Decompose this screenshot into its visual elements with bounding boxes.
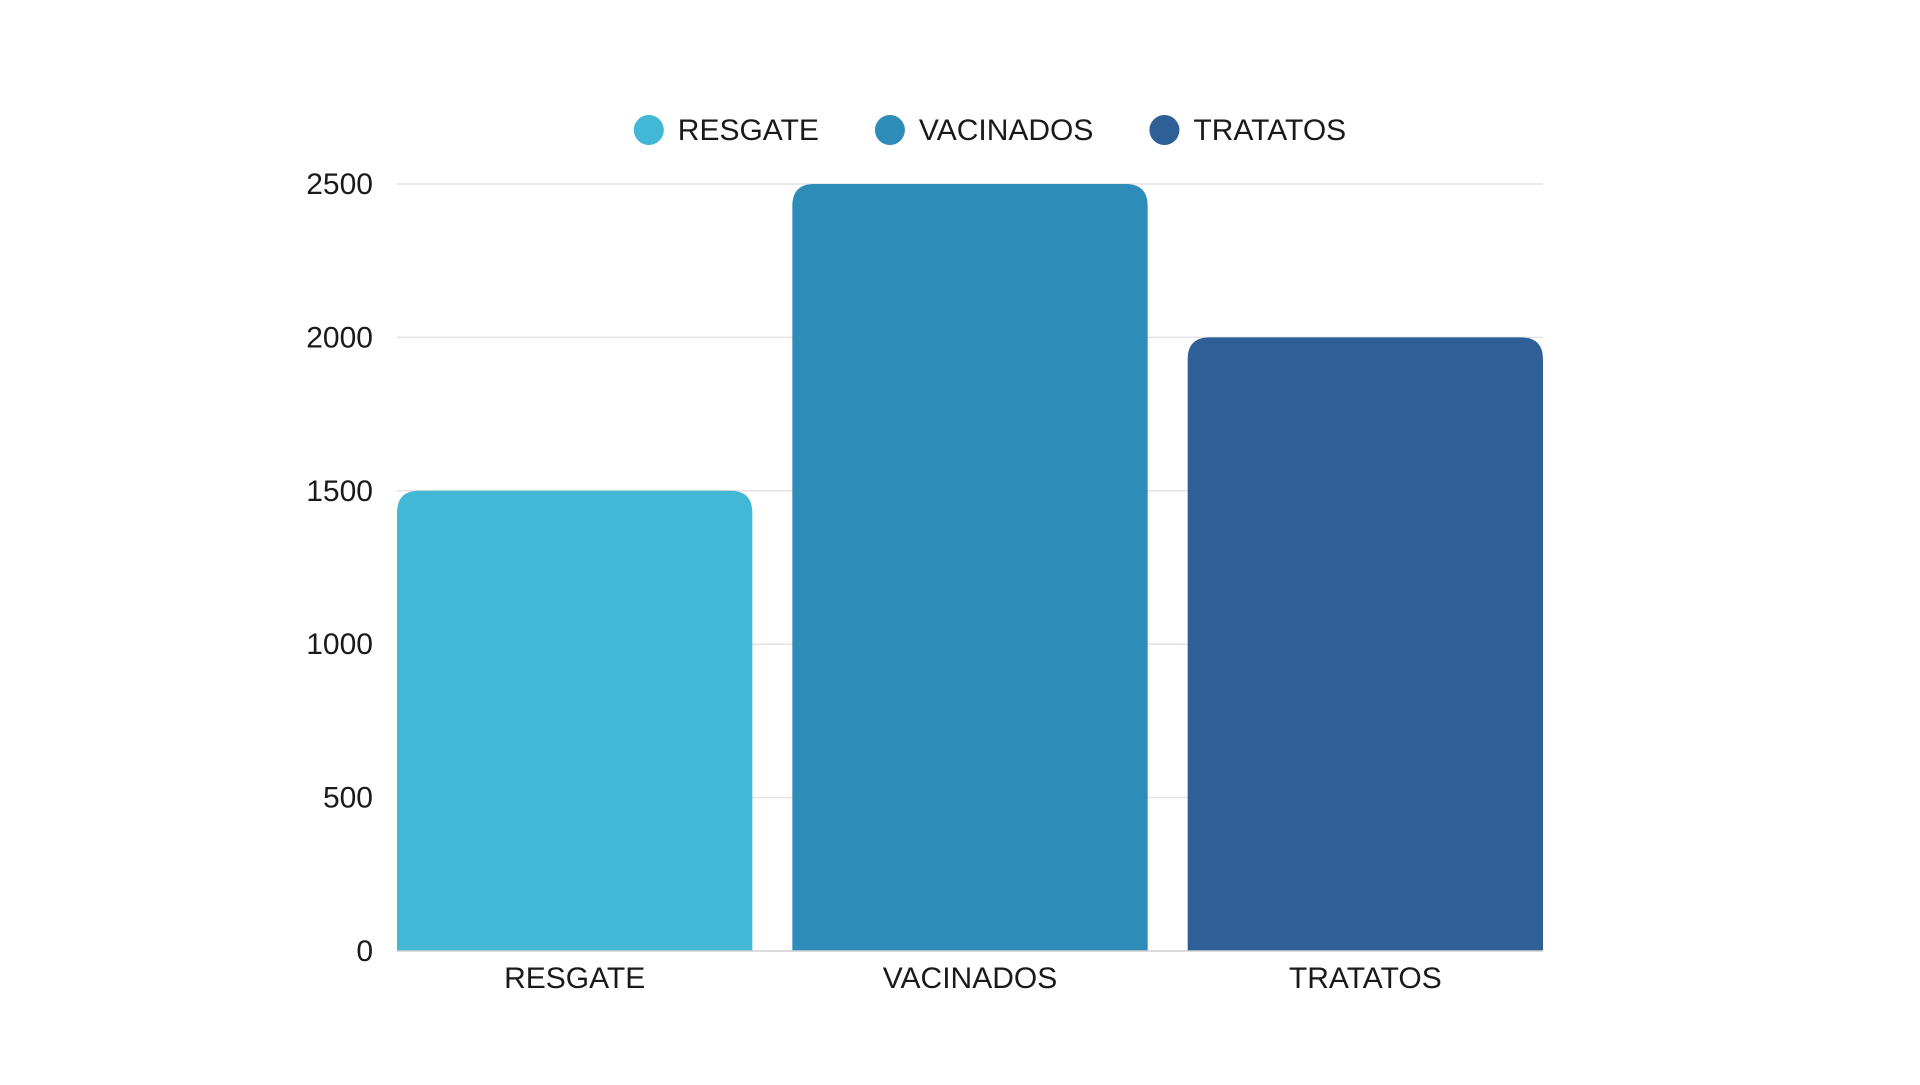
y-tick-label: 2000 bbox=[306, 321, 373, 354]
y-tick-label: 1500 bbox=[306, 475, 373, 508]
legend-marker bbox=[633, 115, 664, 145]
bar-vacinados bbox=[792, 184, 1148, 951]
y-tick-label: 0 bbox=[356, 935, 373, 968]
legend: RESGATE VACINADOS TRATATOS bbox=[633, 114, 1346, 147]
bars bbox=[397, 184, 1543, 951]
axes: 0 500 1000 1500 2000 2500 RESGATE VACINADOS TRAT… bbox=[306, 168, 1543, 995]
y-tick-label: 500 bbox=[323, 782, 373, 815]
x-tick-label: TRATATOS bbox=[1289, 962, 1442, 995]
y-tick-label: 1000 bbox=[306, 628, 373, 661]
legend-item: TRATATOS bbox=[1149, 114, 1346, 147]
x-tick-label: RESGATE bbox=[504, 962, 645, 995]
legend-marker bbox=[874, 115, 905, 145]
legend-label: TRATATOS bbox=[1193, 114, 1346, 147]
legend-marker bbox=[1149, 115, 1180, 145]
legend-item: RESGATE bbox=[633, 114, 819, 147]
bar-tratatos bbox=[1187, 337, 1543, 951]
legend-item: VACINADOS bbox=[874, 114, 1093, 147]
legend-label: RESGATE bbox=[678, 114, 819, 147]
legend-label: VACINADOS bbox=[919, 114, 1093, 147]
x-tick-label: VACINADOS bbox=[883, 962, 1057, 995]
bar-resgate bbox=[397, 490, 753, 951]
y-tick-label: 2500 bbox=[306, 168, 373, 201]
